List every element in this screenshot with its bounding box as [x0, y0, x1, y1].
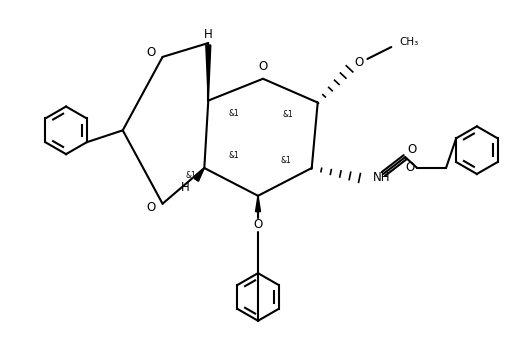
Text: &1: &1 [229, 151, 239, 159]
Text: O: O [406, 160, 415, 173]
Text: &1: &1 [186, 171, 196, 181]
Text: &1: &1 [229, 109, 239, 118]
Text: &1: &1 [282, 110, 293, 119]
Text: O: O [146, 201, 155, 214]
Text: H: H [204, 28, 213, 40]
Text: O: O [355, 56, 364, 69]
Text: CH₃: CH₃ [400, 37, 418, 47]
Text: &1: &1 [280, 156, 291, 165]
Polygon shape [206, 45, 211, 101]
Text: O: O [258, 60, 268, 73]
Text: O: O [254, 218, 262, 231]
Polygon shape [194, 168, 204, 181]
Polygon shape [256, 196, 260, 212]
Text: O: O [407, 143, 417, 156]
Text: NH: NH [372, 171, 390, 184]
Text: O: O [146, 47, 155, 60]
Text: H: H [181, 181, 190, 194]
